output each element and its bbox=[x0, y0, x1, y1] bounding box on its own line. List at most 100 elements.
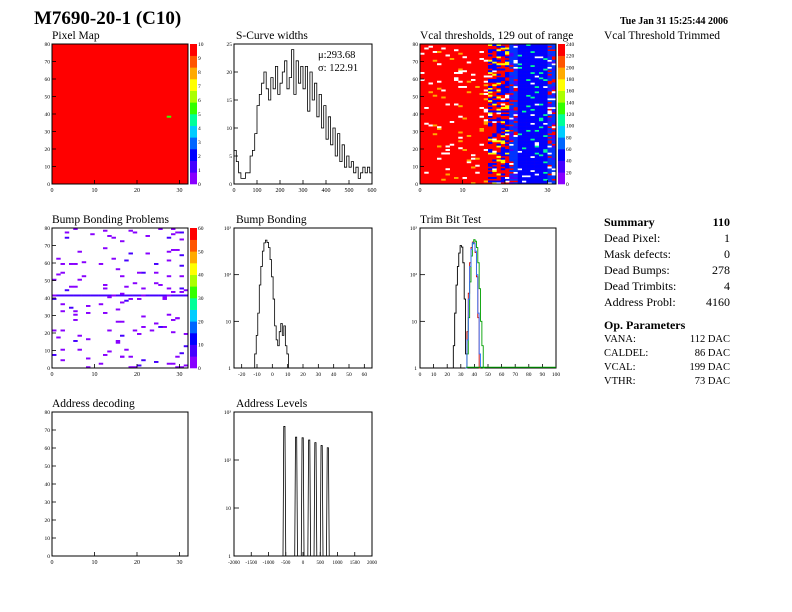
summary-label: Mask defects: bbox=[604, 247, 671, 261]
bump-problems-dead-cell bbox=[149, 294, 155, 297]
vcal-cell bbox=[500, 180, 506, 183]
vcal-cell bbox=[496, 156, 501, 158]
vcal-cell bbox=[522, 80, 527, 83]
vcal-cell bbox=[509, 138, 514, 141]
vcal-cell bbox=[539, 145, 544, 148]
bump-problems-cell bbox=[154, 322, 159, 325]
vcal-cell bbox=[496, 56, 501, 59]
vcal-cell bbox=[513, 129, 518, 132]
vcal-cell bbox=[496, 152, 501, 155]
vcal-cell bbox=[488, 114, 493, 116]
vcal-cell bbox=[547, 182, 552, 185]
vcal-thresholds-colorbar-swatch bbox=[558, 102, 565, 115]
vcal-cell bbox=[547, 152, 552, 155]
vcal-thresholds-colorbar-swatch bbox=[558, 114, 565, 126]
vcal-cell bbox=[509, 156, 514, 158]
vcal-cell bbox=[492, 63, 497, 66]
vcal-cell bbox=[437, 63, 442, 66]
vcal-cell bbox=[547, 61, 552, 64]
vcal-cell bbox=[534, 82, 540, 85]
vcal-cell bbox=[534, 159, 540, 162]
vcal-cell bbox=[543, 54, 548, 57]
vcal-cell bbox=[488, 80, 493, 83]
bump-problems-cell bbox=[115, 341, 121, 344]
address-decoding-x-tick-label: 10 bbox=[92, 560, 98, 566]
vcal-cell bbox=[522, 59, 527, 62]
vcal-cell bbox=[534, 75, 540, 78]
vcal-cell bbox=[449, 143, 455, 146]
bump-problems-colorbar-swatch bbox=[190, 344, 197, 357]
vcal-cell bbox=[539, 149, 544, 151]
vcal-cell bbox=[500, 110, 506, 113]
scurve-widths-y-tick-label: 15 bbox=[227, 98, 233, 104]
vcal-cell bbox=[500, 103, 506, 106]
vcal-cell bbox=[526, 96, 531, 99]
vcal-cell bbox=[539, 163, 544, 165]
vcal-cell bbox=[526, 112, 531, 115]
bump-problems-z-tick-label: 60 bbox=[198, 226, 204, 232]
vcal-cell bbox=[505, 180, 510, 183]
vcal-cell bbox=[509, 108, 514, 111]
vcal-cell bbox=[530, 140, 535, 143]
vcal-cell bbox=[492, 58, 497, 60]
bump-problems-dead-cell bbox=[132, 294, 138, 297]
vcal-cell bbox=[547, 110, 552, 113]
vcal-cell bbox=[466, 61, 472, 64]
vcal-cell bbox=[496, 86, 501, 88]
vcal-cell bbox=[543, 156, 548, 158]
scurve-widths-x-tick-label: 0 bbox=[233, 188, 236, 194]
vcal-cell bbox=[509, 47, 514, 50]
vcal-cell bbox=[539, 75, 544, 78]
vcal-cell bbox=[539, 164, 544, 167]
vcal-cell bbox=[509, 79, 514, 81]
vcal-cell bbox=[488, 142, 493, 144]
vcal-cell bbox=[551, 82, 557, 85]
vcal-cell bbox=[462, 149, 467, 151]
vcal-cell bbox=[522, 145, 527, 148]
address-levels-x-tick-label: -500 bbox=[281, 561, 291, 566]
vcal-cell bbox=[539, 114, 544, 116]
vcal-cell bbox=[522, 152, 527, 155]
vcal-cell bbox=[517, 61, 523, 64]
vcal-cell bbox=[496, 110, 501, 113]
trim-bit-series-line bbox=[465, 242, 481, 369]
trim-bit-test-y-tick-label: 10 bbox=[412, 319, 418, 325]
vcal-cell bbox=[534, 161, 540, 164]
bump-problems-cell bbox=[171, 362, 176, 365]
vcal-cell bbox=[522, 58, 527, 60]
vcal-cell bbox=[522, 44, 527, 46]
address-decoding-y-tick-label: 40 bbox=[45, 482, 51, 488]
vcal-cell bbox=[534, 163, 540, 165]
vcal-cell bbox=[488, 59, 493, 62]
vcal-cell bbox=[534, 145, 540, 148]
vcal-cell bbox=[522, 108, 527, 111]
bump-problems-cell bbox=[73, 313, 78, 316]
vcal-cell bbox=[509, 119, 514, 122]
vcal-cell bbox=[500, 114, 506, 116]
vcal-cell bbox=[513, 101, 518, 104]
vcal-cell bbox=[496, 180, 501, 183]
bump-problems-cell bbox=[120, 301, 125, 304]
bump-problems-dead-cell bbox=[56, 294, 61, 297]
vcal-cell bbox=[509, 126, 514, 129]
vcal-cell bbox=[530, 126, 535, 129]
vcal-cell bbox=[513, 177, 518, 179]
vcal-cell bbox=[547, 178, 552, 181]
bump-problems-cell bbox=[141, 326, 146, 328]
vcal-cell bbox=[522, 131, 527, 134]
vcal-cell bbox=[509, 86, 514, 88]
vcal-cell bbox=[530, 87, 535, 90]
vcal-cell bbox=[551, 164, 557, 167]
bump-problems-cell bbox=[166, 313, 172, 316]
vcal-cell bbox=[543, 161, 548, 164]
vcal-cell bbox=[522, 142, 527, 144]
vcal-cell bbox=[530, 96, 535, 99]
vcal-cell bbox=[437, 87, 442, 90]
vcal-cell bbox=[517, 112, 523, 115]
vcal-cell bbox=[543, 75, 548, 78]
vcal-cell bbox=[522, 82, 527, 85]
vcal-cell bbox=[522, 66, 527, 69]
vcal-cell bbox=[534, 52, 540, 55]
vcal-cell bbox=[530, 180, 535, 183]
address-levels-x-tick-label: -1000 bbox=[263, 561, 275, 566]
